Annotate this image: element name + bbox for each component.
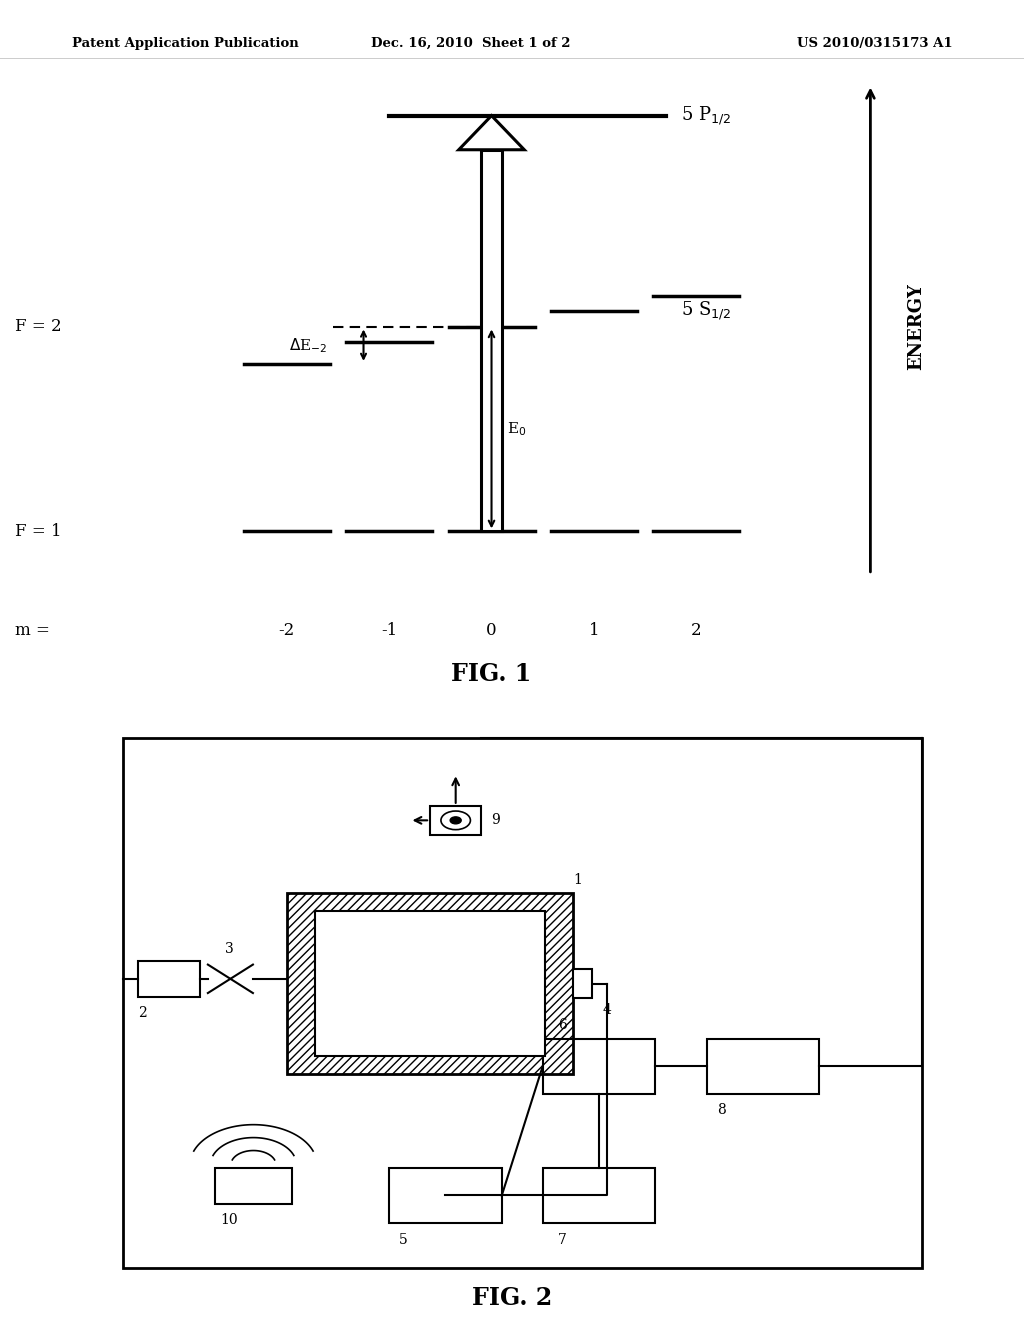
Polygon shape <box>459 116 524 149</box>
Text: 1: 1 <box>573 873 583 887</box>
Bar <box>573 969 592 998</box>
Text: 5 P$_{1/2}$: 5 P$_{1/2}$ <box>681 104 731 127</box>
Bar <box>430 805 481 836</box>
Text: 9: 9 <box>492 813 501 828</box>
Bar <box>138 961 200 997</box>
Text: -2: -2 <box>279 622 295 639</box>
Text: 10: 10 <box>220 1213 238 1228</box>
Text: US 2010/0315173 A1: US 2010/0315173 A1 <box>797 37 952 50</box>
Polygon shape <box>481 149 502 531</box>
Text: 1: 1 <box>589 622 599 639</box>
Text: ENERGY: ENERGY <box>907 282 926 370</box>
Text: 3: 3 <box>225 942 234 956</box>
Text: 8: 8 <box>717 1104 726 1117</box>
Text: Dec. 16, 2010  Sheet 1 of 2: Dec. 16, 2010 Sheet 1 of 2 <box>372 37 570 50</box>
Text: FIG. 1: FIG. 1 <box>452 663 531 686</box>
Text: 5 S$_{1/2}$: 5 S$_{1/2}$ <box>681 300 731 322</box>
Text: F = 2: F = 2 <box>15 318 62 335</box>
Bar <box>123 738 922 1269</box>
Text: 7: 7 <box>558 1233 567 1246</box>
Bar <box>543 1039 655 1093</box>
Text: FIG. 2: FIG. 2 <box>472 1286 552 1311</box>
Text: $\Delta$E$_{-2}$: $\Delta$E$_{-2}$ <box>290 335 328 355</box>
Text: 2: 2 <box>138 1006 147 1020</box>
Text: 0: 0 <box>486 622 497 639</box>
Bar <box>215 1168 292 1204</box>
Text: 5: 5 <box>399 1233 409 1246</box>
Circle shape <box>441 810 470 830</box>
Text: -1: -1 <box>381 622 397 639</box>
Bar <box>707 1039 819 1093</box>
Circle shape <box>451 817 461 824</box>
Bar <box>315 911 545 1056</box>
Bar <box>543 1168 655 1222</box>
Text: F = 1: F = 1 <box>15 523 62 540</box>
Text: m =: m = <box>15 622 50 639</box>
Text: 6: 6 <box>558 1018 567 1032</box>
Bar <box>287 894 573 1074</box>
Bar <box>389 1168 502 1222</box>
Text: E$_0$: E$_0$ <box>507 420 526 438</box>
Text: 4: 4 <box>602 1003 611 1018</box>
Text: Patent Application Publication: Patent Application Publication <box>72 37 298 50</box>
Text: 2: 2 <box>691 622 701 639</box>
